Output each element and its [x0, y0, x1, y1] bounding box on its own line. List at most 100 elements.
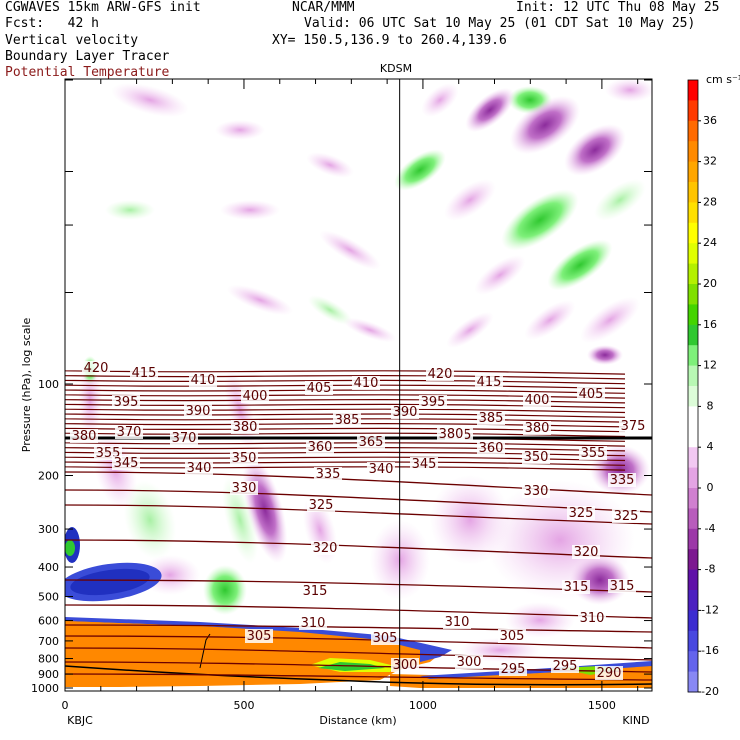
theta-label-bg: [595, 666, 623, 680]
theta-label-bg: [314, 467, 342, 481]
theta-label: 295: [553, 659, 578, 674]
theta-label-bg: [522, 484, 550, 498]
theta-label-bg: [357, 435, 385, 449]
theta-label-bg: [130, 366, 158, 380]
init-label: Init: 12 UTC Thu 08 May 25: [516, 0, 720, 15]
theta-contour-line: [65, 408, 626, 414]
colorbar-label: 8: [707, 399, 714, 412]
theta-label: 390: [186, 404, 211, 419]
theta-label-bg: [419, 395, 447, 409]
theta-label: 420: [84, 361, 109, 376]
theta-label-bg: [523, 393, 551, 407]
theta-label-bg: [184, 404, 212, 418]
theta-label: 350: [232, 451, 257, 466]
theta-contour-line: [65, 374, 626, 380]
colorbar-swatch: [688, 80, 698, 101]
colorbar-label: 32: [703, 155, 717, 168]
theta-contour-line: [65, 370, 626, 375]
theta-label: 415: [477, 375, 502, 390]
theta-label: 370: [172, 431, 197, 446]
theta-label: 380: [525, 421, 550, 436]
colorbar-swatch: [688, 549, 698, 571]
theta-label: 380: [233, 420, 258, 435]
colorbar-label: -20: [701, 685, 719, 698]
theta-contour-line: [65, 466, 626, 471]
theta-label-bg: [579, 446, 607, 460]
theta-label-bg: [112, 395, 140, 409]
colorbar-swatch: [688, 324, 698, 346]
colorbar-swatch: [688, 222, 698, 244]
theta-label: 315: [610, 579, 635, 594]
theta-label-bg: [311, 541, 339, 555]
theta-label: 300: [393, 658, 418, 673]
theta-label: 395: [114, 395, 139, 410]
valid-label: Valid: 06 UTC Sat 10 May 25 (01 CDT Sat …: [304, 16, 696, 31]
colorbar-swatch: [688, 120, 698, 142]
station-kdsm-label: KDSM: [380, 62, 412, 75]
theta-label: 410: [354, 376, 379, 391]
theta-label-bg: [410, 457, 438, 471]
theta-label: 405: [579, 387, 604, 402]
theta-contour-line: [65, 673, 652, 681]
theta-label: 360: [479, 441, 504, 456]
theta-label: 315: [564, 580, 589, 595]
theta-label: 345: [412, 457, 437, 472]
theta-contour-line: [65, 624, 652, 633]
y-tick-label: 100: [38, 378, 59, 391]
theta-label: 360: [308, 440, 333, 455]
colorbar-swatch: [688, 630, 698, 652]
colorbar-label: -12: [701, 603, 719, 616]
xy-label: XY= 150.5,136.9 to 260.4,139.6: [272, 33, 507, 48]
theta-label-bg: [443, 615, 471, 629]
theta-label-bg: [523, 421, 551, 435]
theta-label-bg: [299, 616, 327, 630]
colorbar-label: 36: [703, 114, 717, 127]
axis-ticks: 0 500 1000 15001002003004005006007008009001…: [31, 79, 652, 712]
theta-label-bg: [578, 611, 606, 625]
theta-label: 305: [373, 631, 398, 646]
model-title: CGWAVES 15km ARW-GFS init: [5, 0, 201, 15]
theta-label-bg: [391, 405, 419, 419]
theta-label-bg: [551, 659, 579, 673]
colorbar-frame: [687, 79, 699, 693]
colorbar-swatch: [688, 243, 698, 265]
theta-label: 380: [72, 429, 97, 444]
theta-label: 390: [393, 405, 418, 420]
x-tick-label: 1500: [588, 699, 616, 712]
colorbar-swatch: [688, 161, 698, 183]
colorbar-swatch: [688, 467, 698, 489]
theta-label: 350: [524, 450, 549, 465]
colorbar-label: 16: [703, 318, 717, 331]
field-potential-temperature: Potential Temperature: [5, 65, 170, 80]
colorbar-swatch: [688, 426, 698, 448]
x-tick-label: 1000: [409, 699, 437, 712]
theta-label-bg: [477, 441, 505, 455]
y-tick-label: 300: [38, 523, 59, 536]
colorbar-swatch: [688, 304, 698, 326]
colorbar-swatch: [688, 406, 698, 428]
theta-label: 385: [335, 413, 360, 428]
theta-label-bg: [437, 427, 465, 441]
theta-label: 335: [316, 467, 341, 482]
colorbar-swatch: [688, 365, 698, 387]
theta-label-bg: [455, 655, 483, 669]
theta-label-bg: [112, 456, 140, 470]
colorbar-swatch: [688, 284, 698, 305]
x-axis-label: Distance (km): [319, 714, 396, 727]
theta-label: 395: [421, 395, 446, 410]
theta-contour-line: [65, 604, 652, 619]
colorbar-swatch: [688, 528, 698, 550]
theta-label: 320: [574, 545, 599, 560]
y-tick-label: 900: [38, 668, 59, 681]
theta-label: 310: [445, 615, 470, 630]
plot-frame: [64, 78, 653, 692]
theta-contour-line: [65, 379, 626, 385]
theta-contour-line: [65, 647, 652, 661]
colorbar-swatch: [688, 202, 698, 224]
theta-label: 370: [117, 425, 142, 440]
theta-label: 410: [191, 373, 216, 388]
theta-contour-line: [65, 413, 626, 418]
theta-label-bg: [577, 387, 605, 401]
theta-label: 335: [610, 473, 635, 488]
x-tick-label: 500: [233, 699, 254, 712]
